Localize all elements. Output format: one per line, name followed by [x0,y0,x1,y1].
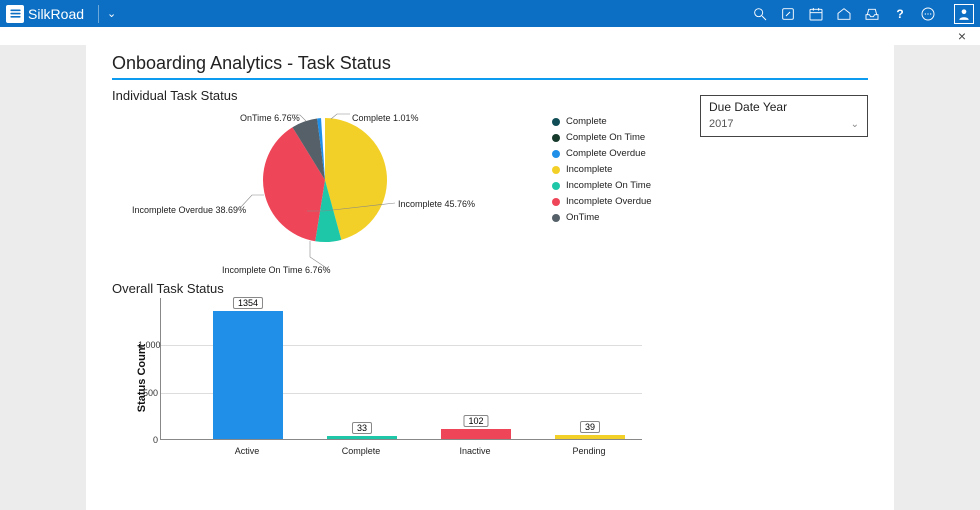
legend-item-complete-overdue[interactable]: Complete Overdue [552,148,652,159]
legend-swatch-icon [552,214,560,222]
bar-category-label: Complete [316,446,406,456]
brand-logo-icon [6,5,24,23]
year-select-value: 2017 [709,118,733,130]
sub-toolbar: × [0,27,980,45]
year-select[interactable]: 2017 ⌄ [709,118,859,130]
bar-plot-area: 1354 33 102 39 [160,298,642,440]
svg-text:?: ? [896,7,903,21]
ytick: 1,000 [138,340,158,350]
pie-chart: Incomplete 45.76% Incomplete On Time 6.76… [112,105,542,275]
top-navbar: SilkRoad ⌄ ? [0,0,980,27]
legend-swatch-icon [552,198,560,206]
legend-item-incomplete-overdue[interactable]: Incomplete Overdue [552,196,652,207]
pie-label-incomplete-overdue: Incomplete Overdue 38.69% [132,205,246,215]
bar-complete[interactable]: 33 [327,436,397,439]
legend-item-ontime[interactable]: OnTime [552,212,652,223]
edit-icon[interactable] [780,6,796,22]
chat-icon[interactable] [920,6,936,22]
left-gutter [0,45,86,510]
legend-item-incomplete-on-time[interactable]: Incomplete On Time [552,180,652,191]
chevron-down-icon: ⌄ [851,119,859,130]
legend-label: Complete [566,116,607,127]
legend-item-complete-on-time[interactable]: Complete On Time [552,132,652,143]
inbox-icon[interactable] [864,6,880,22]
legend-label: Incomplete On Time [566,180,651,191]
bar-value-label: 1354 [233,297,263,309]
pie-svg [260,115,392,247]
legend-swatch-icon [552,182,560,190]
help-icon[interactable]: ? [892,6,908,22]
legend-label: Incomplete [566,164,612,175]
bar-section-title: Overall Task Status [112,281,868,296]
legend-swatch-icon [552,134,560,142]
bar-value-label: 39 [580,421,600,433]
ytick: 500 [138,388,158,398]
title-underline [112,78,868,80]
pie-label-incomplete-on-time: Incomplete On Time 6.76% [222,265,331,275]
page-title: Onboarding Analytics - Task Status [112,53,868,74]
bar-category-label: Pending [544,446,634,456]
pie-section-title: Individual Task Status [112,88,542,103]
bar-y-axis-label: Status Count [136,344,148,412]
home-icon[interactable] [836,6,852,22]
close-icon[interactable]: × [958,28,966,44]
bar-category-label: Inactive [430,446,520,456]
filter-panel: Due Date Year 2017 ⌄ [700,95,868,137]
legend-item-complete[interactable]: Complete [552,116,652,127]
pie-legend: Complete Complete On Time Complete Overdue… [552,116,652,275]
legend-item-incomplete[interactable]: Incomplete [552,164,652,175]
bar-pending[interactable]: 39 [555,435,625,439]
user-icon[interactable] [954,4,974,24]
brand[interactable]: SilkRoad [6,5,84,23]
search-icon[interactable] [752,6,768,22]
bar-value-label: 33 [352,422,372,434]
legend-label: Incomplete Overdue [566,196,652,207]
pie-label-complete: Complete 1.01% [352,113,419,123]
ytick: 0 [138,435,158,445]
legend-swatch-icon [552,166,560,174]
bar-active[interactable]: 1354 [213,311,283,439]
pie-label-incomplete: Incomplete 45.76% [398,199,475,209]
main-content: Onboarding Analytics - Task Status Due D… [86,45,894,510]
legend-swatch-icon [552,118,560,126]
divider [98,5,99,23]
calendar-icon[interactable] [808,6,824,22]
right-gutter [894,45,980,510]
bar-inactive[interactable]: 102 [441,429,511,439]
legend-label: OnTime [566,212,599,223]
bar-category-label: Active [202,446,292,456]
bar-chart: Status Count 1354 33 102 39 0 500 1,000 Activ… [122,298,642,458]
bar-value-label: 102 [463,415,488,427]
app-menu-chevron-icon[interactable]: ⌄ [107,7,116,20]
pie-label-ontime: OnTime 6.76% [240,113,300,123]
legend-label: Complete On Time [566,132,645,143]
legend-swatch-icon [552,150,560,158]
filter-label: Due Date Year [709,100,859,114]
toolbar-icons: ? [752,4,974,24]
brand-label: SilkRoad [28,6,84,22]
legend-label: Complete Overdue [566,148,646,159]
